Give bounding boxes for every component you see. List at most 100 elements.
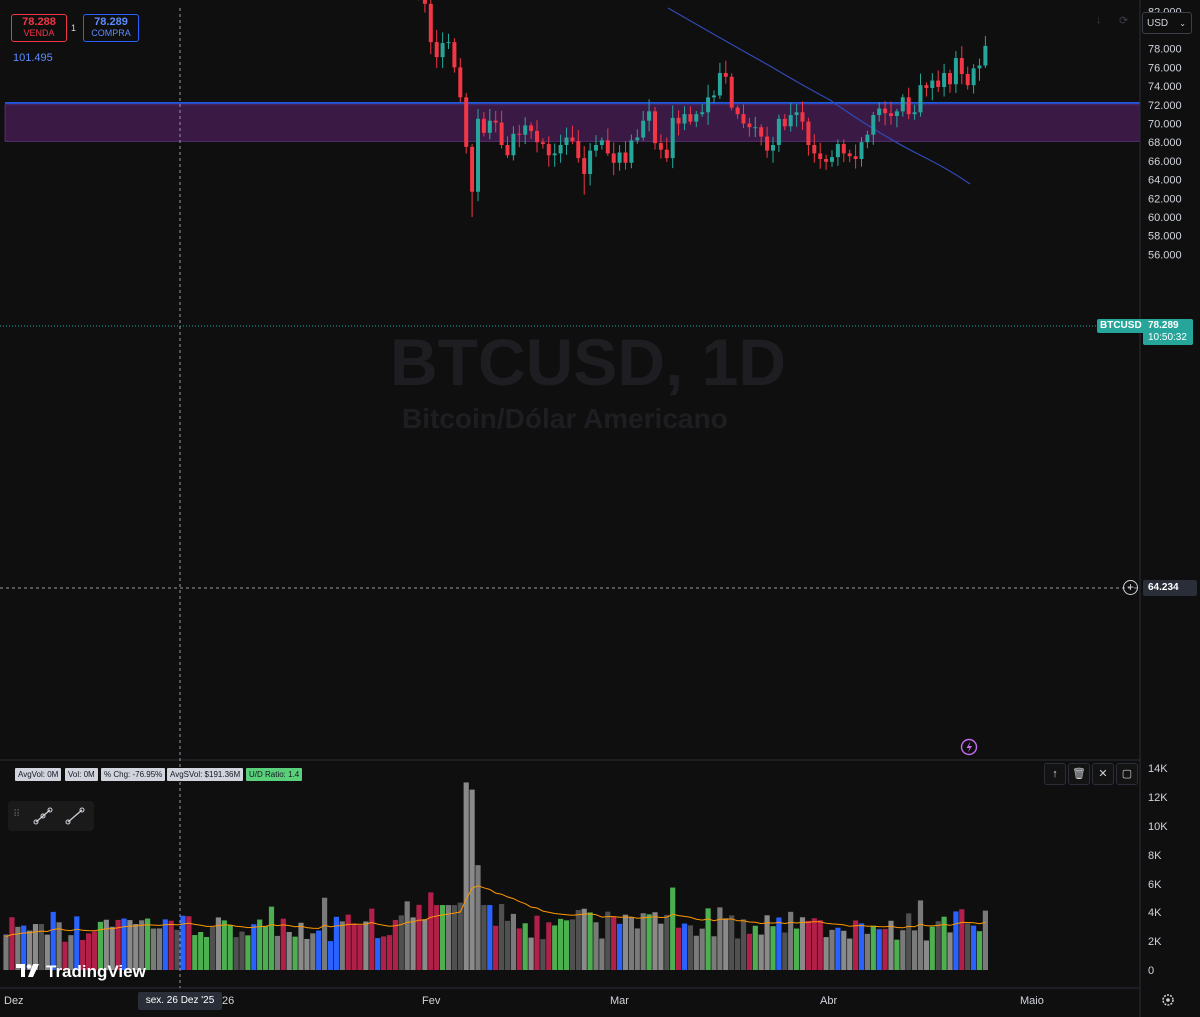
volume-bar (510, 913, 516, 970)
volume-bar (558, 918, 564, 970)
candle-body (464, 97, 469, 147)
trend-line-tool-icon[interactable] (32, 806, 54, 826)
candle-body (965, 73, 970, 86)
settings-gear-icon[interactable] (1162, 994, 1174, 1006)
volume-bar (764, 915, 770, 970)
volume-bar (150, 928, 157, 970)
candle-body (853, 156, 858, 160)
volume-bar (221, 920, 227, 970)
candle-body (847, 153, 852, 157)
candle-body (422, 0, 427, 4)
drawing-toolbar[interactable]: ⠿ (8, 801, 94, 831)
price-tick-label: 68.000 (1148, 137, 1182, 149)
candle-body (753, 127, 758, 129)
volume-tick-label: 0 (1148, 965, 1154, 977)
alert-icon[interactable] (960, 738, 978, 756)
volume-bar (286, 932, 292, 970)
volume-bar (882, 928, 888, 970)
candle-body (835, 144, 840, 158)
volume-bar (68, 935, 74, 970)
candle-body (712, 95, 716, 98)
maximize-pane-icon[interactable]: ▢ (1116, 763, 1138, 785)
volume-bar (687, 925, 693, 970)
volume-bar (587, 912, 593, 970)
volume-bar (257, 919, 263, 970)
volume-bar (115, 919, 121, 970)
ray-tool-icon[interactable] (64, 806, 86, 826)
candle-body (865, 134, 870, 143)
candle-body (611, 153, 616, 163)
volume-bar (864, 933, 870, 970)
add-alert-plus-icon[interactable]: + (1123, 580, 1138, 595)
sell-quote-button[interactable]: 78.288 VENDA (11, 14, 67, 42)
candle-body (983, 45, 988, 66)
candle-body (871, 115, 876, 135)
candle-body (523, 125, 528, 135)
drag-handle-icon[interactable]: ⠿ (13, 809, 21, 820)
volume-bar (310, 933, 316, 970)
delete-pane-icon[interactable]: 🗑 (1068, 763, 1090, 785)
volume-bar (204, 937, 210, 970)
volume-bar (593, 922, 599, 970)
candle-body (900, 97, 905, 112)
indicator-chip-vol[interactable]: Vol: 0M (65, 768, 98, 781)
volume-bar (605, 911, 611, 970)
candle-body (499, 122, 504, 146)
price-tick-label: 62.000 (1148, 193, 1182, 205)
sell-price: 78.288 (22, 16, 56, 28)
candle-body (617, 152, 622, 163)
collapse-pane-icon[interactable]: ✕ (1092, 763, 1114, 785)
move-pane-up-icon[interactable]: ↑ (1044, 763, 1066, 785)
volume-bar (894, 939, 900, 970)
volume-bar (953, 911, 959, 970)
volume-bar (906, 913, 912, 970)
currency-value: USD (1147, 18, 1169, 29)
volume-bar (469, 789, 475, 970)
price-tick-label: 66.000 (1148, 156, 1182, 168)
volume-bar (870, 925, 876, 970)
candle-body (605, 140, 610, 154)
volume-bar (333, 916, 339, 970)
buy-quote-button[interactable]: 78.289 COMPRA (83, 14, 139, 42)
candle-body (493, 120, 498, 123)
volume-bar (97, 921, 103, 970)
volume-bar (487, 905, 493, 970)
candle-body (959, 58, 964, 74)
candle-body (676, 117, 681, 124)
volume-bar (351, 923, 357, 970)
indicator-chip-avgvol[interactable]: AvgVol: 0M (15, 768, 62, 781)
volume-tick-label: 10K (1148, 821, 1168, 833)
candle-body (694, 114, 699, 122)
buy-label: COMPRA (91, 28, 131, 38)
candle-body (664, 149, 669, 159)
crosshair-date-label: sex. 26 Dez '25 (138, 992, 222, 1010)
candle-body (535, 130, 539, 143)
candle-body (759, 127, 764, 137)
price-tick-label: 64.000 (1148, 175, 1182, 187)
currency-select[interactable]: USD ⌄ (1142, 12, 1192, 34)
volume-bar (38, 924, 44, 970)
candle-body (942, 73, 947, 88)
indicator-chip-avgsvol[interactable]: AvgSVol: $191.36M (167, 768, 244, 781)
volume-bar (451, 905, 457, 970)
indicator-chip-pct-change[interactable]: % Chg: -76.95% (101, 768, 166, 781)
scroll-arrow-icon[interactable]: ↓ (1096, 14, 1102, 26)
volume-bar (681, 923, 688, 970)
time-tick-label: Dez (4, 995, 24, 1007)
volume-bar (198, 931, 204, 970)
volume-bar (965, 923, 971, 970)
refresh-icon[interactable]: ⟳ (1119, 15, 1129, 27)
volume-bar (628, 917, 634, 970)
volume-bar (316, 930, 322, 970)
volume-bar (841, 930, 847, 970)
candle-body (576, 141, 581, 159)
candle-body (647, 111, 652, 121)
indicator-chip-ud-ratio[interactable]: U/D Ratio: 1.4 (246, 768, 303, 781)
volume-bar (274, 935, 280, 970)
candle-body (570, 137, 575, 142)
volume-bar (239, 931, 245, 970)
volume-bar (805, 920, 811, 970)
volume-bar (86, 933, 92, 970)
candle-body (440, 43, 445, 58)
